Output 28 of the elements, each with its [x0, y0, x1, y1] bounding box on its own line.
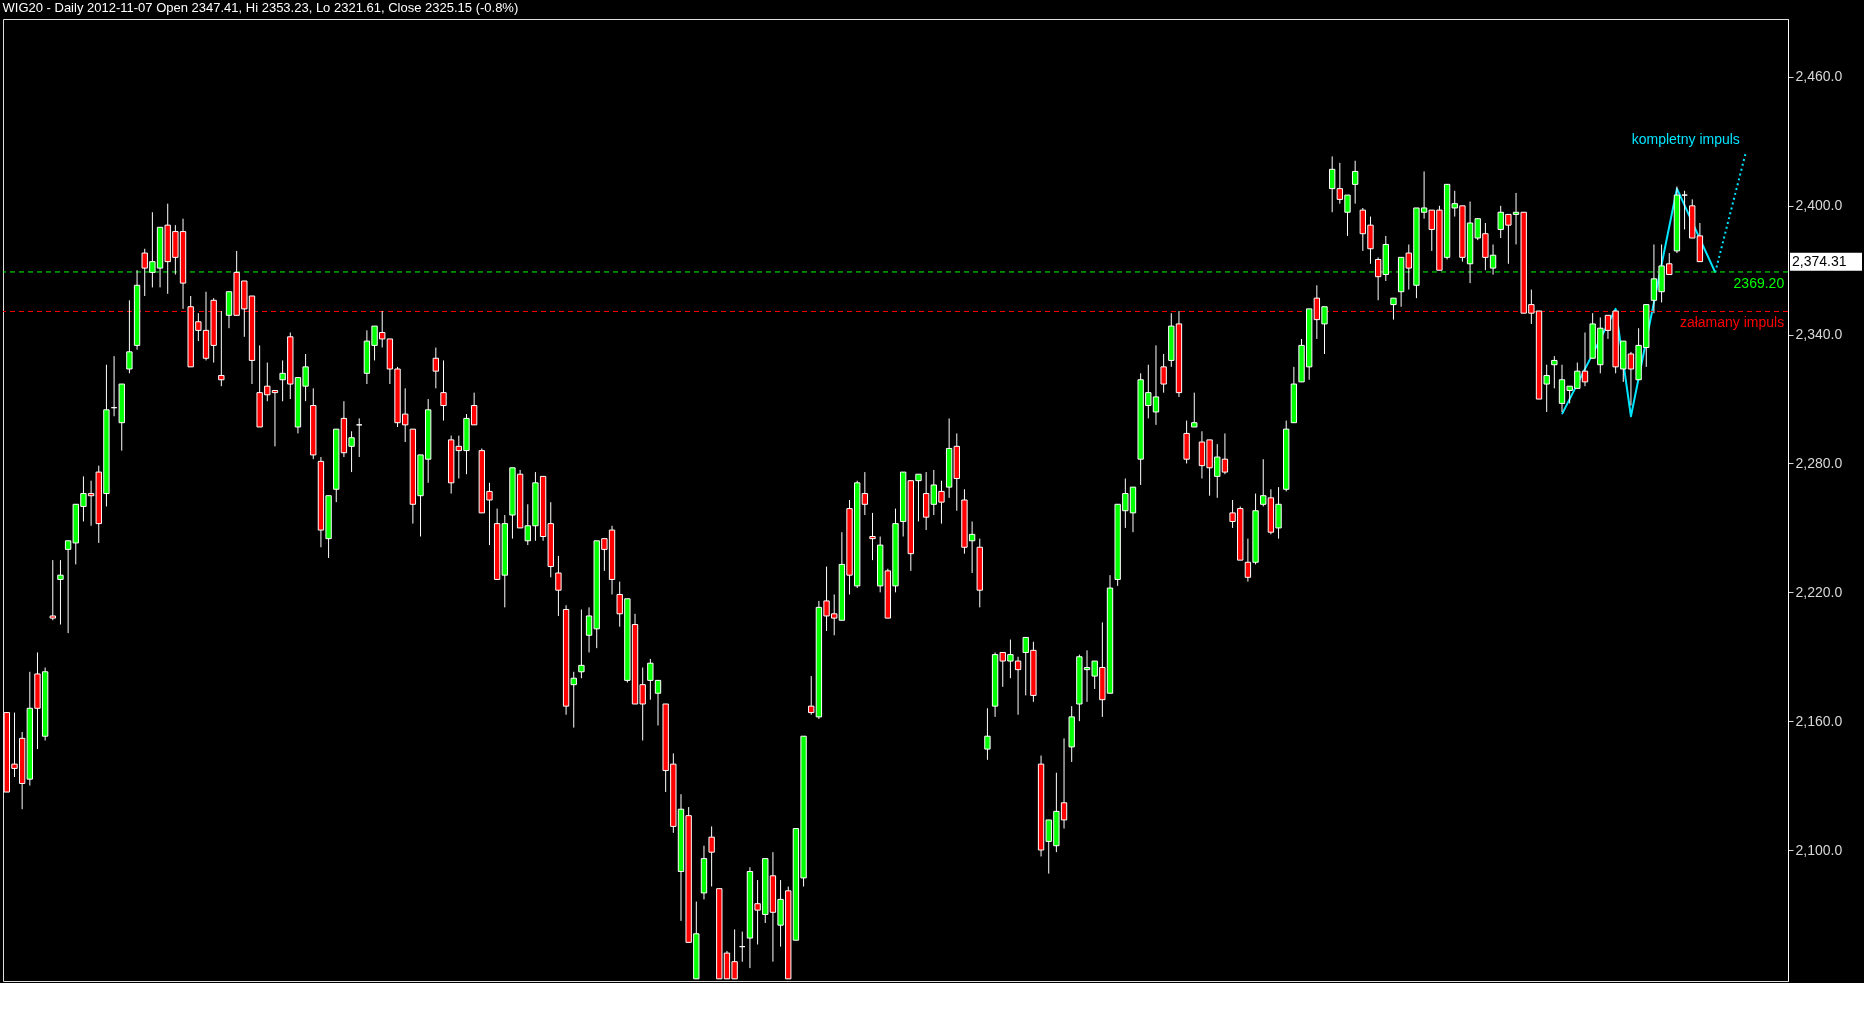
- series-label: kompletny impuls: [1631, 131, 1740, 148]
- candlestick: [555, 555, 562, 617]
- y-tick-label: 2,460.0: [1795, 68, 1843, 85]
- ref-line-label: 2369.20: [1733, 274, 1785, 291]
- candlestick: [432, 347, 440, 389]
- candlestick: [1191, 392, 1198, 428]
- candlestick: [126, 299, 133, 374]
- candlestick: [1390, 297, 1397, 321]
- candlestick: [984, 707, 991, 761]
- y-tick-label: 2,400.0: [1795, 197, 1843, 214]
- candlestick: [869, 512, 876, 561]
- candlestick: [578, 609, 585, 679]
- chart-title: WIG20 - Daily 2012-11-07 Open 2347.41, Hi 2353.23, Lo 2321.61, Close 2325.15 (-0.8%): [2, 0, 519, 15]
- candlestick: [57, 559, 64, 626]
- y-tick-label: 2,340.0: [1795, 326, 1843, 343]
- text: 2,374.31: [1792, 252, 1847, 269]
- candlestick: [440, 359, 447, 422]
- y-tick-label: 2,100.0: [1795, 841, 1843, 858]
- candlestick: [1351, 160, 1359, 205]
- y-tick-label: 2,220.0: [1795, 583, 1843, 600]
- y-tick-label: 2,280.0: [1795, 455, 1843, 471]
- ref-line-label: załamany impuls: [1679, 314, 1785, 331]
- candlestick: [708, 825, 715, 888]
- candlestick: [1681, 190, 1688, 230]
- candlestick: [49, 559, 56, 621]
- candlestick: [1551, 355, 1558, 389]
- candlestick: [1160, 353, 1167, 394]
- y-tick-label: 2,160.0: [1795, 712, 1843, 729]
